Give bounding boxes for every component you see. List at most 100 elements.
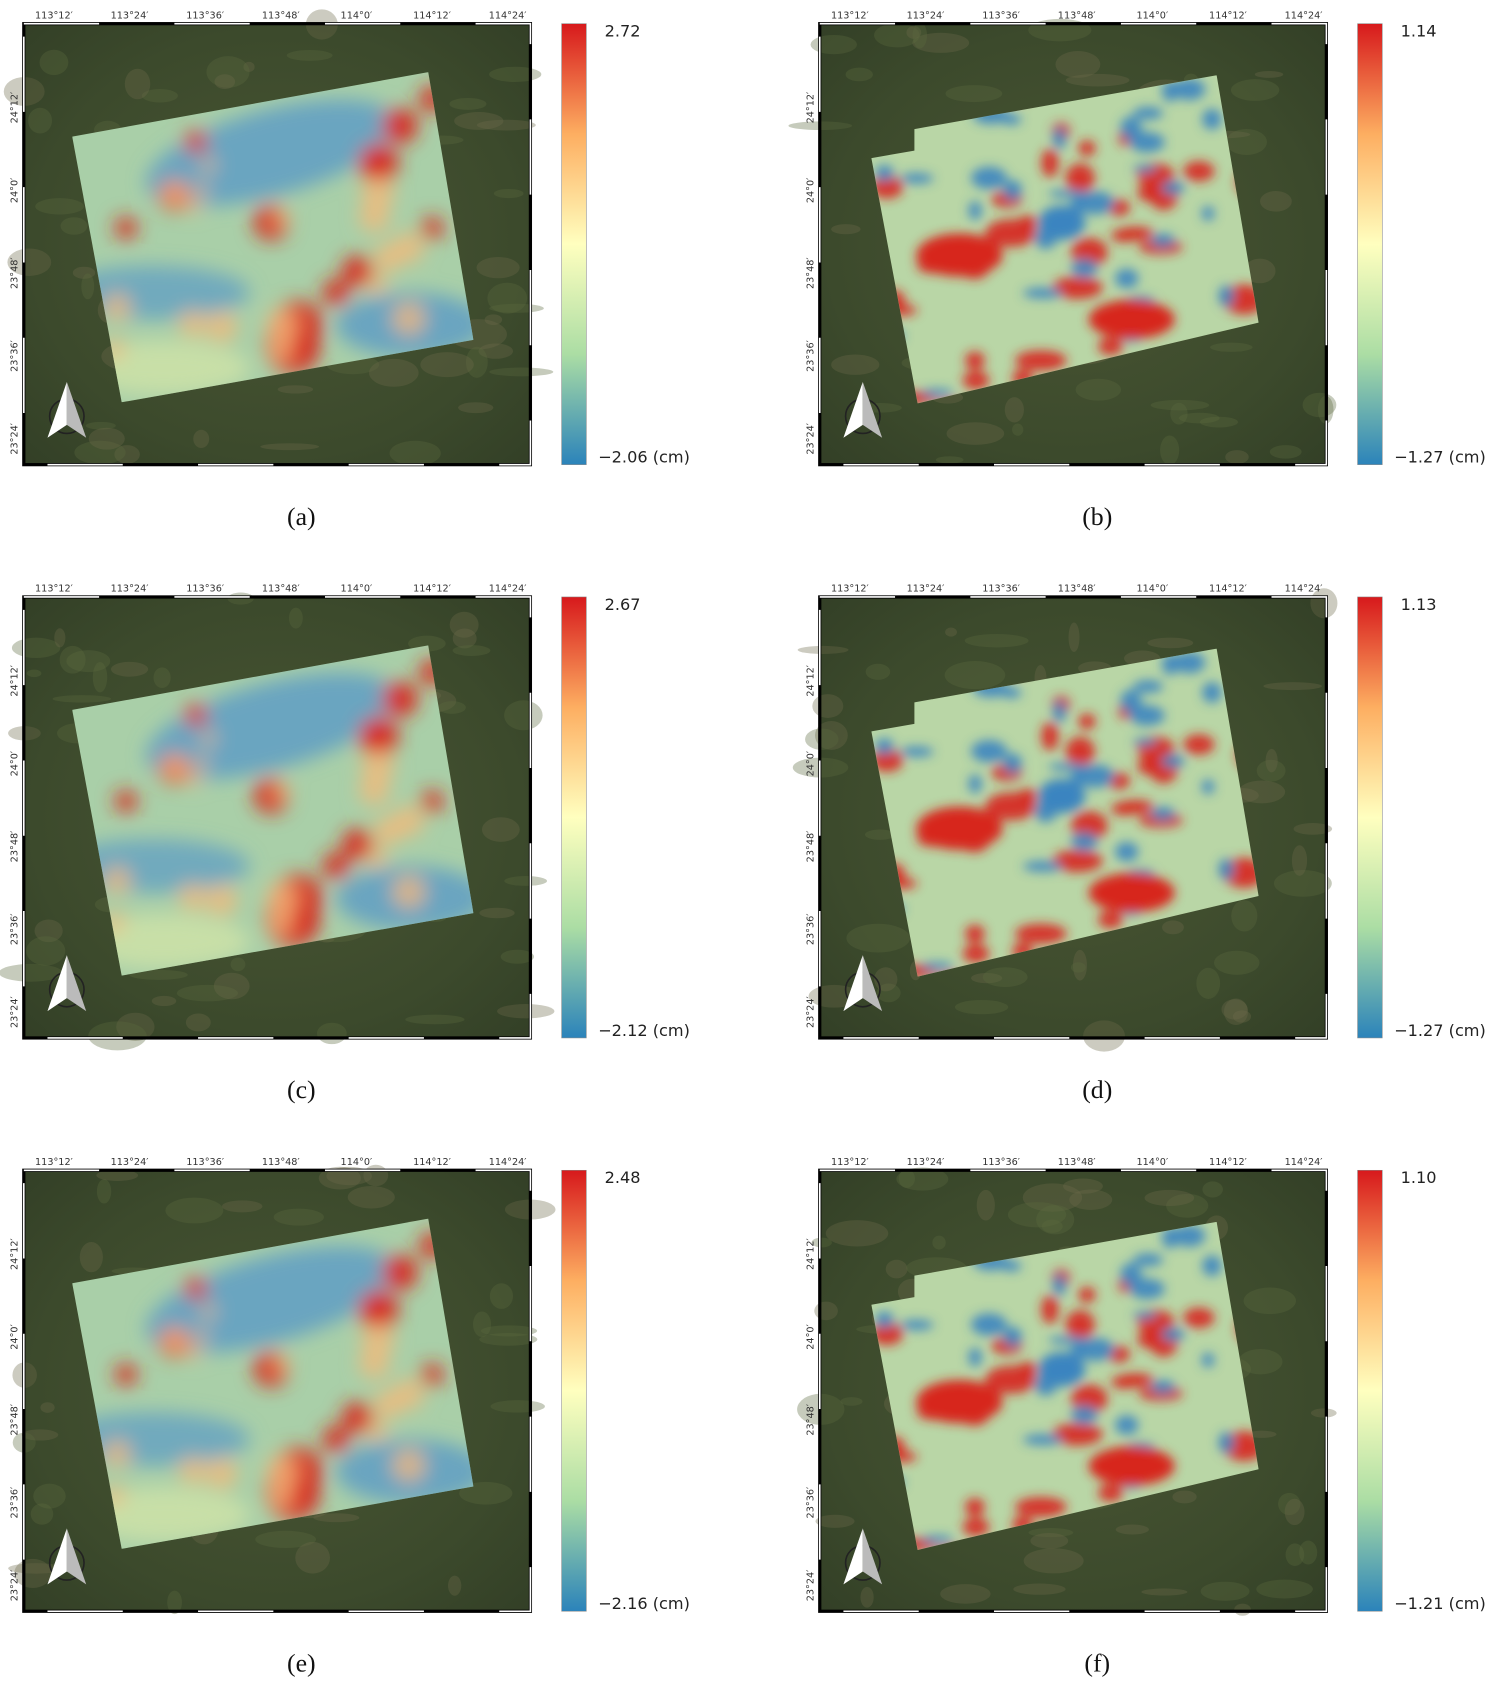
- x-tick-label: 113°48′: [262, 1157, 300, 1168]
- x-tick-label: 114°24′: [1285, 584, 1323, 595]
- x-tick-label: 114°0′: [341, 584, 373, 595]
- north-arrow: [47, 1528, 87, 1585]
- x-tick-label: 113°48′: [1058, 584, 1096, 595]
- y-tick-label: 24°12′: [9, 92, 20, 124]
- y-tick-label: 23°24′: [805, 996, 816, 1028]
- colorbar-max: 2.67: [605, 595, 641, 614]
- panel: 113°12′ 113°24′ 113°36′ 113°48′ 114°0′ 114°12…: [3, 9, 690, 531]
- y-tick-label: 24°0′: [805, 1324, 816, 1350]
- panel: 113°12′ 113°24′ 113°36′ 113°48′ 114°0′ 114°12…: [788, 10, 1486, 531]
- y-tick-label: 23°48′: [805, 831, 816, 863]
- colorbar: [1357, 1169, 1383, 1612]
- x-tick-label: 114°12′: [1209, 10, 1247, 21]
- caption: (e): [287, 1648, 316, 1677]
- x-tick-label: 114°24′: [489, 1157, 527, 1168]
- north-arrow: [47, 381, 87, 438]
- y-tick-label: 23°24′: [805, 1570, 816, 1602]
- x-tick-label: 113°48′: [1058, 1157, 1096, 1168]
- colorbar-min: −1.27 (cm): [1394, 448, 1486, 467]
- caption: (d): [1082, 1075, 1112, 1104]
- x-tick-label: 114°12′: [1209, 584, 1247, 595]
- x-tick-label: 113°36′: [982, 10, 1020, 21]
- x-tick-label: 114°0′: [341, 1157, 373, 1168]
- x-tick-label: 113°48′: [262, 584, 300, 595]
- deformation-field: [72, 1218, 474, 1549]
- y-tick-label: 23°24′: [9, 423, 20, 455]
- x-tick-label: 113°36′: [982, 1157, 1020, 1168]
- x-tick-label: 113°24′: [111, 10, 149, 21]
- colorbar: [561, 1169, 587, 1612]
- colorbar: [561, 23, 587, 465]
- y-tick-label: 23°48′: [805, 257, 816, 289]
- y-tick-label: 24°12′: [805, 92, 816, 124]
- colorbar: [561, 596, 587, 1039]
- colorbar-min: −1.27 (cm): [1394, 1021, 1486, 1040]
- x-tick-label: 114°12′: [413, 584, 451, 595]
- x-tick-label: 114°24′: [1285, 1157, 1323, 1168]
- caption: (f): [1084, 1648, 1110, 1677]
- y-tick-label: 23°36′: [9, 340, 20, 372]
- y-tick-label: 23°36′: [805, 340, 816, 372]
- x-tick-label: 114°24′: [489, 584, 527, 595]
- deformation-field: [72, 645, 474, 976]
- colorbar-max: 1.14: [1401, 22, 1437, 41]
- caption: (a): [287, 502, 316, 531]
- colorbar-max: 1.13: [1401, 595, 1437, 614]
- x-tick-label: 113°12′: [831, 1157, 869, 1168]
- y-tick-label: 23°24′: [9, 996, 20, 1028]
- caption: (c): [287, 1075, 316, 1104]
- colorbar: [1357, 596, 1383, 1039]
- north-arrow: [843, 381, 883, 438]
- colorbar: [1357, 23, 1383, 465]
- y-tick-label: 23°48′: [9, 1404, 20, 1436]
- y-tick-label: 24°0′: [9, 1324, 20, 1350]
- x-tick-label: 113°24′: [111, 1157, 149, 1168]
- x-tick-label: 113°36′: [186, 10, 224, 21]
- colorbar-max: 1.10: [1401, 1168, 1437, 1187]
- x-tick-label: 113°12′: [35, 584, 73, 595]
- y-tick-label: 24°0′: [805, 751, 816, 777]
- x-tick-label: 113°12′: [35, 10, 73, 21]
- panel: 113°12′ 113°24′ 113°36′ 113°48′ 114°0′ 114°12…: [8, 1157, 690, 1677]
- deformation-field: [72, 72, 474, 403]
- x-tick-label: 114°12′: [1209, 1157, 1247, 1168]
- x-tick-label: 114°12′: [413, 1157, 451, 1168]
- x-tick-label: 113°12′: [831, 584, 869, 595]
- y-tick-label: 23°36′: [805, 913, 816, 945]
- colorbar-min: −2.16 (cm): [598, 1594, 690, 1613]
- x-tick-label: 114°24′: [1285, 10, 1323, 21]
- panel: 113°12′ 113°24′ 113°36′ 113°48′ 114°0′ 114°12…: [797, 1157, 1486, 1677]
- y-tick-label: 23°36′: [9, 1487, 20, 1519]
- y-tick-label: 24°0′: [805, 178, 816, 203]
- x-tick-label: 113°12′: [35, 1157, 73, 1168]
- colorbar-max: 2.72: [605, 22, 641, 41]
- y-tick-label: 24°0′: [9, 178, 20, 203]
- x-tick-label: 113°48′: [1058, 10, 1096, 21]
- x-tick-label: 113°12′: [831, 10, 869, 21]
- y-tick-label: 24°12′: [9, 665, 20, 697]
- x-tick-label: 114°0′: [1137, 1157, 1169, 1168]
- x-tick-label: 113°24′: [907, 584, 945, 595]
- y-tick-label: 23°24′: [9, 1570, 20, 1602]
- x-tick-label: 113°36′: [186, 1157, 224, 1168]
- y-tick-label: 24°12′: [805, 1238, 816, 1270]
- x-tick-label: 114°24′: [489, 10, 527, 21]
- colorbar-min: −2.12 (cm): [598, 1021, 690, 1040]
- y-tick-label: 23°48′: [9, 831, 20, 863]
- x-tick-label: 114°0′: [341, 10, 373, 21]
- colorbar-min: −2.06 (cm): [598, 448, 690, 467]
- x-tick-label: 113°24′: [111, 584, 149, 595]
- x-tick-label: 113°24′: [907, 1157, 945, 1168]
- y-tick-label: 23°48′: [9, 257, 20, 289]
- y-tick-label: 23°48′: [805, 1404, 816, 1436]
- caption: (b): [1082, 502, 1112, 531]
- x-tick-label: 113°48′: [262, 10, 300, 21]
- panel: 113°12′ 113°24′ 113°36′ 113°48′ 114°0′ 114°12…: [0, 584, 690, 1104]
- y-tick-label: 23°24′: [805, 423, 816, 455]
- y-tick-label: 24°12′: [805, 665, 816, 697]
- colorbar-min: −1.21 (cm): [1394, 1594, 1486, 1613]
- panel: 113°12′ 113°24′ 113°36′ 113°48′ 114°0′ 114°12…: [792, 584, 1486, 1104]
- north-arrow: [843, 1528, 883, 1585]
- x-tick-label: 114°0′: [1137, 584, 1169, 595]
